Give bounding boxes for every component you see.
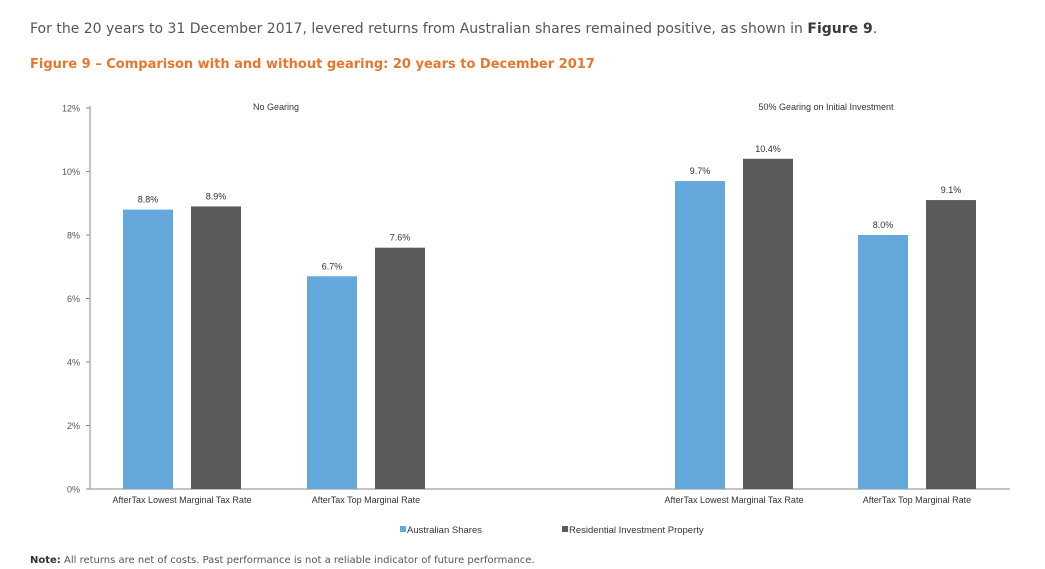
legend-label: Australian Shares [407, 525, 482, 536]
figure-title: Figure 9 – Comparison with and without g… [30, 57, 595, 72]
x-category-label: AfterTax Lowest Marginal Tax Rate [113, 495, 252, 505]
bar-value-label: 9.7% [690, 166, 711, 176]
bar-value-label: 9.1% [941, 185, 962, 195]
footnote: Note: All returns are net of costs. Past… [30, 555, 535, 566]
y-tick-label: 8% [67, 231, 80, 241]
y-tick-label: 12% [62, 104, 80, 114]
bar-value-label: 7.6% [390, 233, 411, 243]
x-category-label: AfterTax Top Marginal Rate [863, 495, 971, 505]
footnote-text: All returns are net of costs. Past perfo… [60, 555, 535, 566]
legend-swatch [400, 526, 406, 532]
bar [743, 158, 793, 490]
bar-value-label: 6.7% [322, 261, 343, 271]
bar [307, 276, 357, 489]
intro-text-after: . [872, 21, 878, 37]
bar [926, 200, 976, 489]
y-tick-label: 10% [62, 167, 80, 177]
legend-swatch [562, 526, 568, 532]
footnote-label: Note: [30, 555, 61, 566]
bar-value-label: 8.9% [206, 191, 227, 201]
bar-value-label: 8.8% [138, 195, 159, 205]
legend-label: Residential Investment Property [569, 525, 704, 536]
x-category-label: AfterTax Lowest Marginal Tax Rate [665, 495, 804, 505]
bar [191, 206, 241, 490]
intro-text-before: For the 20 years to 31 December 2017, le… [30, 21, 808, 37]
x-category-label: AfterTax Top Marginal Rate [312, 495, 420, 505]
panel-label: 50% Gearing on Initial Investment [758, 102, 894, 112]
intro-paragraph: For the 20 years to 31 December 2017, le… [30, 21, 877, 37]
y-tick-label: 0% [67, 485, 80, 495]
bar [123, 209, 173, 489]
y-tick-label: 2% [67, 421, 80, 431]
bar-value-label: 8.0% [873, 220, 894, 230]
panel-label: No Gearing [253, 102, 299, 112]
y-tick-label: 4% [67, 358, 80, 368]
bar-value-label: 10.4% [755, 144, 781, 154]
figure-reference: Figure 9 [807, 21, 873, 37]
bar [858, 235, 908, 489]
bar [375, 247, 425, 489]
bar [675, 181, 725, 489]
y-tick-label: 6% [67, 294, 80, 304]
